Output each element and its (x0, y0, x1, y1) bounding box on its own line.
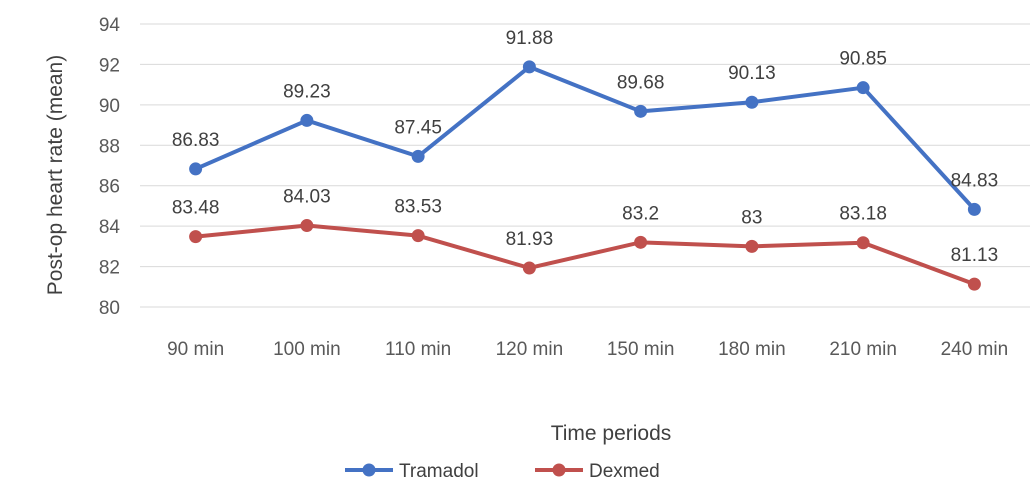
x-tick-label: 110 min (385, 339, 451, 360)
y-tick-label: 86 (99, 177, 120, 198)
data-point (856, 81, 870, 95)
legend-label: Tramadol (399, 461, 479, 482)
data-label: 81.93 (506, 229, 554, 250)
x-tick-label: 100 min (273, 339, 341, 360)
legend-marker (362, 463, 376, 477)
data-point (522, 261, 536, 275)
y-tick-label: 80 (99, 298, 120, 319)
x-tick-label: 120 min (496, 339, 564, 360)
x-tick-label: 150 min (607, 339, 675, 360)
data-label: 83.18 (839, 204, 887, 225)
series-lines (189, 60, 981, 291)
data-point (634, 235, 648, 249)
x-axis-title: Time periods (551, 422, 672, 445)
data-label: 90.13 (728, 63, 776, 84)
legend: Tramadol Dexmed (345, 461, 660, 482)
series-tramadol (189, 60, 981, 216)
data-labels: 86.83 89.23 87.45 91.88 89.68 90.13 90.85 84.83… (172, 28, 998, 266)
data-point (189, 230, 203, 244)
data-label: 81.13 (951, 245, 999, 266)
legend-label: Dexmed (589, 461, 660, 482)
x-tick-label: 90 min (167, 339, 224, 360)
data-label: 84.83 (951, 170, 999, 191)
data-point (300, 113, 314, 127)
series-line (193, 64, 977, 212)
data-point (300, 219, 314, 233)
y-axis-title: Post-op heart rate (mean) (44, 55, 67, 295)
x-axis-ticks: 90 min 100 min 110 min 120 min 150 min 180 mi… (167, 339, 1008, 360)
data-label: 83.48 (172, 198, 220, 219)
data-point (745, 239, 759, 253)
y-tick-label: 84 (99, 217, 121, 238)
data-label: 87.45 (394, 117, 442, 138)
data-point (189, 162, 203, 176)
legend-item: Tramadol (345, 461, 479, 482)
data-label: 86.83 (172, 130, 220, 151)
data-label: 84.03 (283, 187, 331, 208)
y-tick-label: 92 (99, 55, 120, 76)
y-tick-label: 82 (99, 258, 120, 279)
data-label: 83 (741, 207, 762, 228)
y-tick-label: 88 (99, 136, 120, 157)
y-tick-label: 90 (99, 96, 120, 117)
data-label: 83.53 (394, 197, 442, 218)
data-label: 83.2 (622, 203, 659, 224)
series-dexmed (189, 219, 981, 291)
series-line (193, 223, 977, 287)
data-point (411, 229, 425, 243)
data-point (634, 104, 648, 118)
gridlines (140, 23, 1030, 308)
data-label: 89.68 (617, 72, 665, 93)
data-point (411, 149, 425, 163)
y-axis-ticks: 80 82 84 86 88 90 92 94 (99, 15, 121, 319)
x-tick-label: 180 min (718, 339, 786, 360)
x-tick-label: 210 min (829, 339, 897, 360)
data-label: 91.88 (506, 28, 554, 49)
data-point (856, 236, 870, 250)
legend-marker (552, 463, 566, 477)
data-point (745, 95, 759, 109)
legend-item: Dexmed (535, 461, 660, 482)
y-tick-label: 94 (99, 15, 121, 36)
x-tick-label: 240 min (941, 339, 1009, 360)
data-point (522, 60, 536, 74)
data-point (967, 202, 981, 216)
data-label: 90.85 (839, 49, 887, 70)
data-label: 89.23 (283, 81, 331, 102)
data-point (967, 277, 981, 291)
